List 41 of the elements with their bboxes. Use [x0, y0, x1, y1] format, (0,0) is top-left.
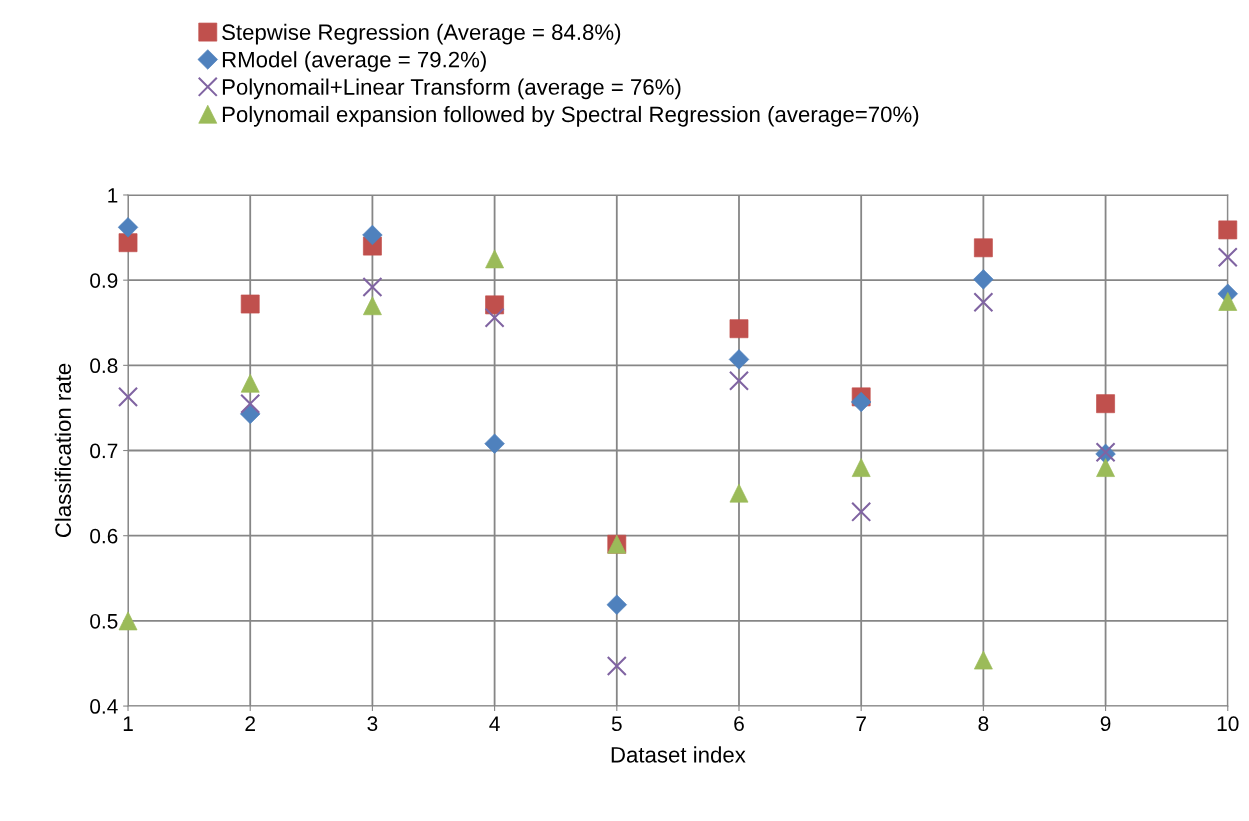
point [1217, 247, 1238, 268]
point [362, 276, 383, 298]
point [117, 217, 139, 238]
x-tick-label: 4 [489, 716, 500, 731]
point [851, 501, 872, 522]
y-axis-title: Classification rate [54, 363, 72, 538]
y-tick-label: 0.9 [90, 273, 118, 288]
y-tick-label: 0.7 [90, 443, 118, 459]
x-tick-label: 8 [978, 716, 989, 732]
point [240, 393, 261, 414]
point [728, 349, 750, 370]
y-tick-label: 0.4 [90, 699, 118, 714]
point [851, 458, 871, 477]
point [729, 319, 749, 339]
point [974, 238, 993, 258]
x-tick-label: 3 [367, 716, 378, 732]
x-axis-title: Dataset index [611, 746, 746, 763]
point [606, 655, 627, 677]
legend-label: RModel (average = 79.2%) [222, 51, 486, 72]
point [484, 307, 505, 328]
point [973, 292, 994, 313]
legend-label: Polynomail+Linear Transform (average = 76%) [222, 78, 681, 100]
x-tick-label: 9 [1100, 716, 1111, 732]
y-tick-label: 0.8 [90, 358, 118, 374]
y-tick-label: 0.5 [90, 613, 118, 629]
x-tick-label: 5 [611, 716, 622, 732]
point [973, 269, 994, 290]
legend-label: Stepwise Regression (Average = 84.8%) [222, 23, 621, 45]
point [484, 433, 505, 454]
x-tick-label: 2 [245, 716, 255, 731]
x-tick-label: 7 [856, 716, 866, 731]
point [362, 224, 383, 246]
legend-label: Polynomail expansion followed by Spectral Regression (average=70%) [222, 105, 919, 127]
point [118, 611, 138, 631]
point [117, 386, 139, 407]
x-tick-label: 10 [1217, 716, 1239, 732]
y-tick-label: 1 [108, 188, 118, 203]
point [728, 370, 750, 391]
y-tick-label: 0.6 [90, 528, 118, 544]
x-tick-label: 6 [734, 716, 744, 732]
x-tick-label: 1 [123, 716, 133, 731]
